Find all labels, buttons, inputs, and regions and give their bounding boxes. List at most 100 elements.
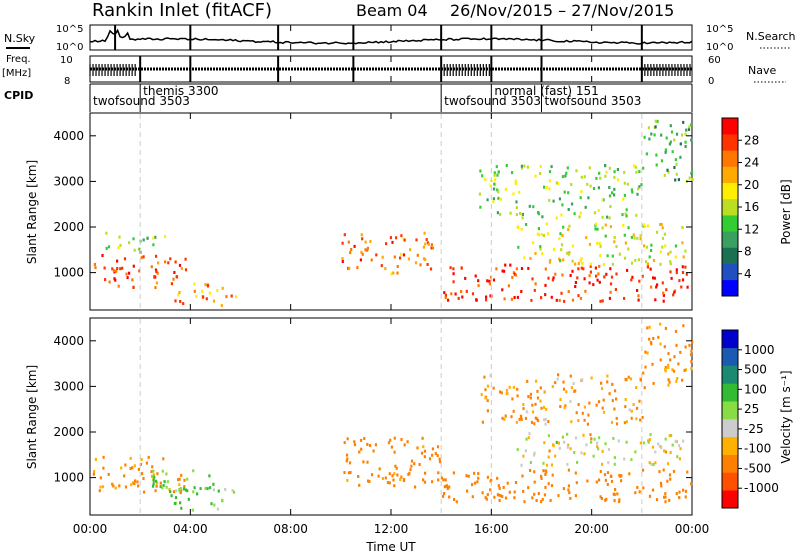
heatmap-cell [646, 351, 649, 355]
heatmap-cell [486, 198, 489, 202]
heatmap-cell [606, 254, 609, 258]
heatmap-cell [356, 266, 359, 270]
heatmap-cell [368, 480, 371, 483]
heatmap-cell [544, 473, 547, 476]
heatmap-cell [154, 489, 157, 493]
heatmap-cell [489, 488, 492, 492]
heatmap-cell [182, 302, 185, 306]
heatmap-cell [105, 231, 108, 235]
freq-tick-low: 8 [64, 76, 70, 87]
heatmap-cell [184, 257, 187, 261]
heatmap-cell [545, 463, 549, 467]
heatmap-cell [513, 496, 516, 500]
heatmap-cell [396, 271, 399, 275]
heatmap-cell [546, 232, 550, 236]
heatmap-cell [580, 451, 583, 455]
heatmap-cell [645, 152, 648, 156]
heatmap-cell [393, 472, 396, 476]
colorbar-tick-label: 20 [744, 178, 759, 192]
heatmap-cell [184, 488, 188, 492]
heatmap-cell [360, 233, 363, 237]
heatmap-cell [565, 390, 568, 394]
heatmap-cell [613, 236, 616, 239]
heatmap-cell [161, 486, 164, 490]
heatmap-cell [579, 211, 582, 215]
heatmap-cell [664, 500, 667, 504]
heatmap-cell [384, 476, 387, 480]
heatmap-cell [691, 170, 694, 174]
heatmap-cell [611, 382, 614, 386]
heatmap-cell [578, 215, 581, 219]
heatmap-cell [141, 472, 144, 476]
heatmap-cell [537, 227, 540, 231]
heatmap-cell [684, 345, 687, 349]
heatmap-cell [657, 442, 660, 446]
heatmap-cell [514, 182, 517, 186]
cpid-segment-label: normal (fast) 151 [494, 84, 598, 98]
heatmap-cell [583, 452, 586, 456]
heatmap-cell [484, 177, 487, 181]
colorbar-swatch [722, 419, 738, 438]
heatmap-cell [684, 145, 687, 148]
heatmap-cell [528, 432, 531, 436]
heatmap-cell [690, 360, 693, 364]
heatmap-cell [595, 176, 598, 180]
heatmap-cell [560, 243, 564, 247]
freq-trace [89, 56, 692, 82]
heatmap-cell [175, 275, 178, 279]
heatmap-cell [688, 343, 691, 347]
heatmap-cell [545, 407, 548, 411]
heatmap-cell [136, 480, 139, 484]
heatmap-cell [613, 462, 616, 466]
heatmap-cell [639, 377, 642, 381]
heatmap-cell [559, 232, 562, 236]
heatmap-cell [567, 443, 570, 447]
heatmap-cell [622, 223, 625, 227]
heatmap-cell [534, 282, 537, 286]
heatmap-cell [392, 271, 395, 275]
heatmap-cell [634, 165, 637, 169]
heatmap-cell [618, 500, 621, 504]
heatmap-cell [570, 183, 573, 186]
colorbar-swatch [722, 215, 738, 232]
heatmap-cell [123, 257, 127, 261]
colorbar-tick-label: -25 [744, 422, 764, 436]
heatmap-cell [499, 197, 502, 201]
heatmap-cell [651, 488, 655, 492]
heatmap-cell [183, 485, 186, 489]
heatmap-cell [642, 223, 645, 227]
heatmap-cell [668, 380, 671, 384]
heatmap-cell [647, 440, 650, 444]
heatmap-cell [610, 475, 613, 478]
heatmap-cell [419, 263, 422, 267]
heatmap-cell [145, 461, 148, 465]
heatmap-cell [656, 230, 659, 234]
heatmap-cell [569, 274, 572, 277]
heatmap-cell [529, 461, 532, 464]
heatmap-cell [489, 374, 492, 378]
heatmap-cell [641, 416, 644, 419]
heatmap-cell [348, 267, 351, 271]
heatmap-cell [169, 257, 172, 261]
heatmap-cell [635, 170, 638, 174]
heatmap-cell [455, 500, 458, 504]
heatmap-cell [443, 291, 446, 295]
heatmap-cell [520, 417, 523, 421]
heatmap-cell [663, 449, 666, 453]
heatmap-cell [504, 496, 508, 500]
heatmap-cell [652, 381, 655, 385]
heatmap-cell [599, 299, 602, 303]
heatmap-cell [155, 254, 158, 258]
colorbar-tick-label: -100 [744, 442, 771, 456]
heatmap-cell [616, 168, 619, 171]
heatmap-cell [613, 170, 616, 174]
heatmap-cell [642, 486, 645, 490]
heatmap-cell [486, 399, 489, 403]
power-ylabel: Slant Range [km] [25, 160, 39, 264]
heatmap-cell [193, 486, 196, 490]
heatmap-cell [466, 489, 469, 493]
heatmap-cell [377, 474, 380, 478]
heatmap-cell [542, 405, 546, 409]
heatmap-cell [599, 176, 602, 180]
heatmap-cell [674, 329, 678, 333]
